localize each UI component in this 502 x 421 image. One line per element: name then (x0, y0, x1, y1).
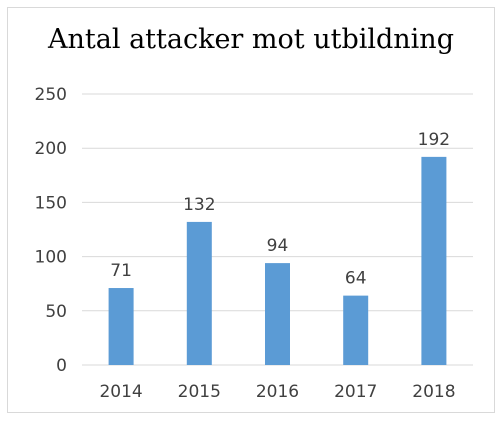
bar-2015 (186, 221, 212, 365)
labels: 0 50 100 150 200 250 71 2014 132 2015 94 2016 64 2017… (35, 85, 456, 402)
x-tick-label-2015: 2015 (178, 382, 221, 402)
y-tick-label: 250 (35, 85, 67, 105)
chart-title: Antal attacker mot utbildning (48, 24, 454, 55)
x-tick-label-2016: 2016 (256, 382, 299, 402)
bar-2014 (108, 288, 134, 365)
bar-2017 (343, 295, 369, 365)
y-tick-label: 100 (35, 248, 67, 268)
y-tick-label: 150 (35, 193, 67, 213)
bars (108, 156, 447, 365)
x-tick-label-2017: 2017 (334, 382, 377, 402)
data-label-2014: 71 (110, 261, 132, 281)
chart-area (7, 7, 495, 413)
data-label-2015: 132 (183, 195, 215, 215)
y-tick-label: 200 (35, 139, 67, 159)
data-label-2018: 192 (418, 130, 450, 150)
data-label-2017: 64 (345, 269, 367, 289)
bar-2018 (421, 156, 447, 365)
data-label-2016: 94 (267, 236, 289, 256)
y-tick-label: 0 (56, 356, 67, 376)
bar-2016 (265, 263, 290, 365)
y-tick-label: 50 (45, 302, 67, 322)
x-tick-label-2014: 2014 (99, 382, 142, 402)
x-tick-label-2018: 2018 (412, 382, 455, 402)
